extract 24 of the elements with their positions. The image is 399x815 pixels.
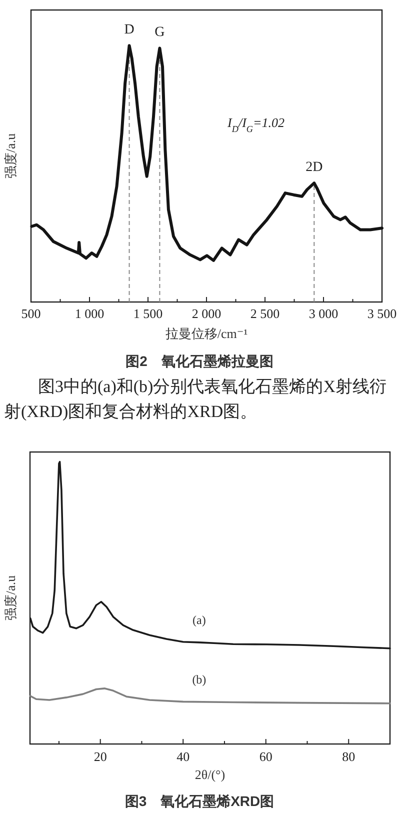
annotation: 2D	[306, 160, 323, 176]
x-tick-label: 1 000	[74, 306, 104, 321]
y-axis-title: 强度/a.u	[2, 132, 18, 179]
caption: 图2 氧化石墨烯拉曼图	[126, 353, 274, 369]
x-tick-label: 500	[21, 306, 41, 321]
x-tick-label: 40	[176, 749, 190, 764]
x-tick-label: 20	[94, 749, 107, 764]
x-tick-label: 60	[259, 749, 272, 764]
x-tick-label: 2 500	[250, 306, 280, 321]
x-tick-label: 3 500	[367, 306, 397, 321]
annotation: D	[124, 22, 134, 38]
series-label: (b)	[192, 672, 206, 687]
x-tick-label: 3 000	[308, 306, 338, 321]
series-label: (a)	[192, 613, 206, 628]
caption: 图3 氧化石墨烯XRD图	[124, 793, 274, 809]
annotation: G	[154, 25, 165, 40]
x-tick-label: 80	[342, 749, 356, 764]
annotation: I$_{D}$/I$_{G}$=1.02	[226, 114, 286, 134]
y-axis-title: 强度/a.u	[2, 574, 18, 621]
x-tick-label: 2 000	[192, 306, 222, 321]
x-axis-title: 2θ/(°)	[194, 767, 226, 782]
x-tick-label: 1 500	[133, 306, 163, 321]
x-axis-title: 拉曼位移/cm⁻¹	[165, 326, 248, 341]
caption: 图3中的(a)和(b)分别代表氧化石墨烯的X射线衍射(XRD)图和复合材料的XRD图。	[4, 377, 386, 421]
